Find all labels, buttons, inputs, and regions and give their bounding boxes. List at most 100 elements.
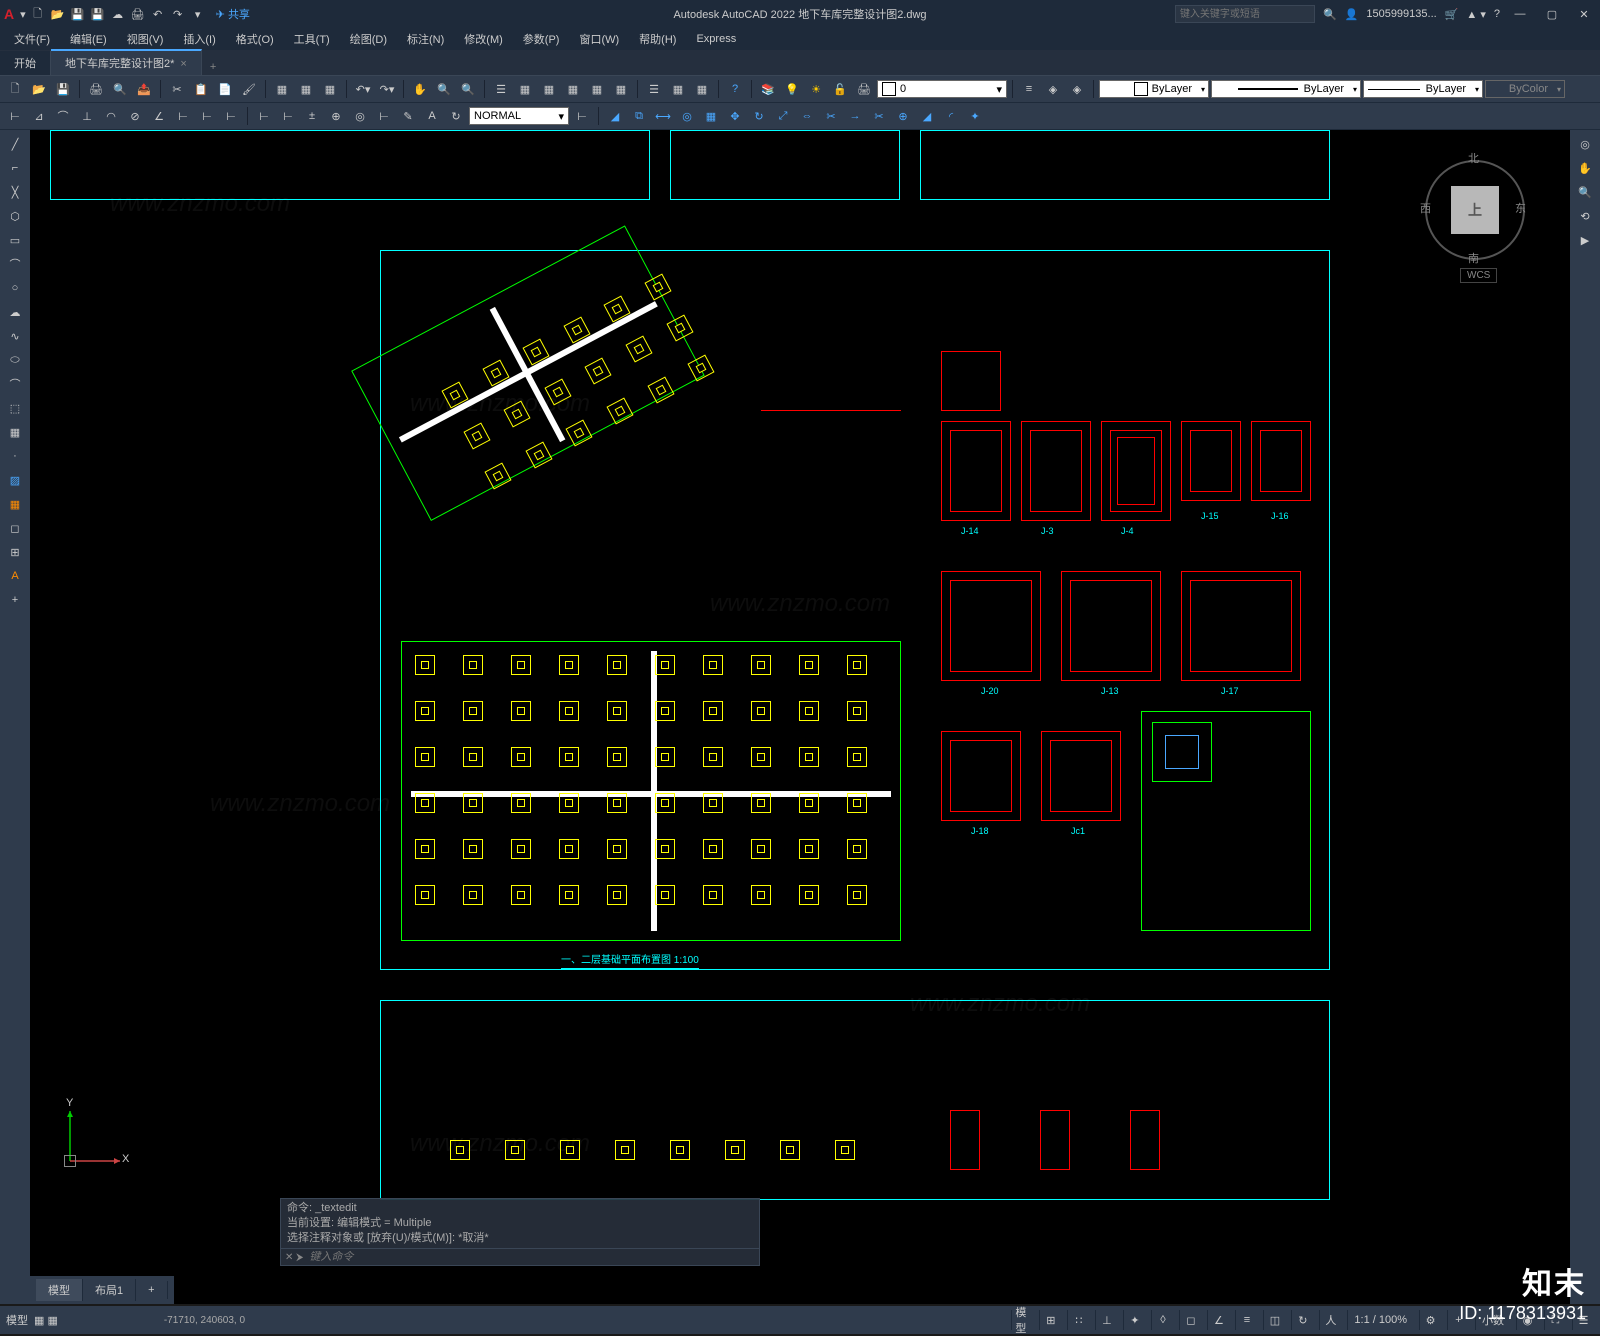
plot-icon[interactable]: 🖨: [130, 6, 146, 22]
spline-icon[interactable]: ∿: [4, 326, 26, 346]
open-icon[interactable]: 📂: [28, 78, 50, 100]
dim-ang-icon[interactable]: ∠: [148, 105, 170, 127]
redo-icon[interactable]: ↷: [170, 6, 186, 22]
dim-arc-icon[interactable]: ⌒: [52, 105, 74, 127]
cycle-icon[interactable]: ↻: [1291, 1310, 1313, 1330]
command-line[interactable]: 命令: _textedit 当前设置: 编辑模式 = Multiple 选择注释…: [280, 1198, 760, 1266]
lweight-icon[interactable]: ≡: [1235, 1310, 1257, 1330]
gradient-icon[interactable]: ▦: [4, 494, 26, 514]
polar-icon[interactable]: ✦: [1123, 1310, 1145, 1330]
user-icon[interactable]: 👤: [1345, 8, 1359, 21]
mod-scale-icon[interactable]: ⤢: [772, 105, 794, 127]
status-model-btn[interactable]: 模型: [1011, 1310, 1033, 1330]
layout-add-icon[interactable]: +: [136, 1281, 167, 1299]
share-button[interactable]: ✈ 共享: [216, 6, 250, 22]
block-icon[interactable]: ▦: [4, 422, 26, 442]
menu-draw[interactable]: 绘图(D): [340, 29, 397, 49]
dimstyle-selector[interactable]: NORMAL▾: [469, 107, 569, 125]
dim-tol-icon[interactable]: ±: [301, 105, 323, 127]
mod-stretch-icon[interactable]: ⇔: [796, 105, 818, 127]
preview-icon[interactable]: 🔍: [109, 78, 131, 100]
save-icon[interactable]: 💾: [70, 6, 86, 22]
layer-selector[interactable]: 0▾: [877, 80, 1007, 98]
tp-icon[interactable]: ▦: [538, 78, 560, 100]
arc-icon[interactable]: ⌒: [4, 254, 26, 274]
dim-rad-icon[interactable]: ◠: [100, 105, 122, 127]
dim-ord-icon[interactable]: ⊥: [76, 105, 98, 127]
mod-extend-icon[interactable]: →: [844, 105, 866, 127]
addsel-icon[interactable]: +: [4, 590, 26, 610]
mod-mirror-icon[interactable]: ⟷: [652, 105, 674, 127]
block-icon[interactable]: ▦: [271, 78, 293, 100]
dimstyle-icon[interactable]: ⊢: [571, 105, 593, 127]
mod-break-icon[interactable]: ✂: [868, 105, 890, 127]
osnap-icon[interactable]: ◻: [1179, 1310, 1201, 1330]
dim-quick-icon[interactable]: ⊢: [172, 105, 194, 127]
menu-tools[interactable]: 工具(T): [284, 29, 340, 49]
line-icon[interactable]: ╱: [4, 134, 26, 154]
mod-explode-icon[interactable]: ✦: [964, 105, 986, 127]
save-icon[interactable]: 💾: [52, 78, 74, 100]
qat-more-icon[interactable]: ▾: [190, 6, 206, 22]
layer-plot-icon[interactable]: 🖨: [853, 78, 875, 100]
command-handle-icon[interactable]: ✕ ⮞: [285, 1252, 303, 1263]
dim-edit-icon[interactable]: ✎: [397, 105, 419, 127]
menu-dim[interactable]: 标注(N): [397, 29, 454, 49]
more-icon[interactable]: ▦: [667, 78, 689, 100]
layer-icon[interactable]: ☰: [643, 78, 665, 100]
point-icon[interactable]: ·: [4, 446, 26, 466]
dim-tedit-icon[interactable]: A: [421, 105, 443, 127]
new-icon[interactable]: 🗋: [30, 6, 46, 22]
layout-1[interactable]: 布局1: [83, 1279, 136, 1301]
menu-insert[interactable]: 插入(I): [173, 29, 225, 49]
status-layout-icon[interactable]: ▦ ▦: [34, 1314, 58, 1327]
revcloud-icon[interactable]: ☁: [4, 302, 26, 322]
xline-icon[interactable]: ╳: [4, 182, 26, 202]
color-selector[interactable]: ByLayer: [1099, 80, 1209, 98]
more2-icon[interactable]: ▦: [691, 78, 713, 100]
mod-rotate-icon[interactable]: ↻: [748, 105, 770, 127]
mod-chamfer-icon[interactable]: ◢: [916, 105, 938, 127]
cut-icon[interactable]: ✂: [166, 78, 188, 100]
layer-lock-icon[interactable]: 🔓: [829, 78, 851, 100]
tab-active-file[interactable]: 地下车库完整设计图2*×: [51, 49, 202, 75]
mod-move-icon[interactable]: ✥: [724, 105, 746, 127]
status-model[interactable]: 模型: [6, 1312, 28, 1328]
menu-express[interactable]: Express: [686, 31, 746, 47]
dc-icon[interactable]: ▦: [514, 78, 536, 100]
block3-icon[interactable]: ▦: [319, 78, 341, 100]
copy-icon[interactable]: 📋: [190, 78, 212, 100]
tab-close-icon[interactable]: ×: [180, 58, 186, 70]
mtext-icon[interactable]: A: [4, 566, 26, 586]
redo-icon[interactable]: ↷▾: [376, 78, 398, 100]
calc-icon[interactable]: ▦: [610, 78, 632, 100]
ellipsearc-icon[interactable]: ⌒: [4, 374, 26, 394]
linetype-selector[interactable]: ByLayer: [1211, 80, 1361, 98]
trans-icon[interactable]: ◫: [1263, 1310, 1285, 1330]
command-input[interactable]: [309, 1251, 755, 1263]
mod-join-icon[interactable]: ⊕: [892, 105, 914, 127]
markup-icon[interactable]: ▦: [586, 78, 608, 100]
menu-edit[interactable]: 编辑(E): [60, 29, 117, 49]
menu-window[interactable]: 窗口(W): [569, 29, 629, 49]
pan-icon[interactable]: ✋: [1574, 158, 1596, 178]
dim-update-icon[interactable]: ↻: [445, 105, 467, 127]
web-open-icon[interactable]: ☁: [110, 6, 126, 22]
dim-linear-icon[interactable]: ⊢: [4, 105, 26, 127]
viewcube[interactable]: 上 北 南 西 东 WCS: [1420, 150, 1530, 280]
saveas-icon[interactable]: 💾: [90, 6, 106, 22]
table-icon[interactable]: ⊞: [4, 542, 26, 562]
help-icon[interactable]: ?: [724, 78, 746, 100]
layer-prev-icon[interactable]: ◈: [1066, 78, 1088, 100]
dim-dia-icon[interactable]: ⊘: [124, 105, 146, 127]
dim-center-icon[interactable]: ⊕: [325, 105, 347, 127]
menu-file[interactable]: 文件(F): [4, 29, 60, 49]
region-icon[interactable]: ◻: [4, 518, 26, 538]
menu-modify[interactable]: 修改(M): [454, 29, 513, 49]
drawing-canvas[interactable]: www.znzmo.com www.znzmo.com www.znzmo.co…: [30, 130, 1570, 1304]
mod-offset-icon[interactable]: ◎: [676, 105, 698, 127]
block2-icon[interactable]: ▦: [295, 78, 317, 100]
print-icon[interactable]: 🖨: [85, 78, 107, 100]
maximize-button[interactable]: ▢: [1540, 4, 1564, 24]
mod-fillet-icon[interactable]: ◜: [940, 105, 962, 127]
